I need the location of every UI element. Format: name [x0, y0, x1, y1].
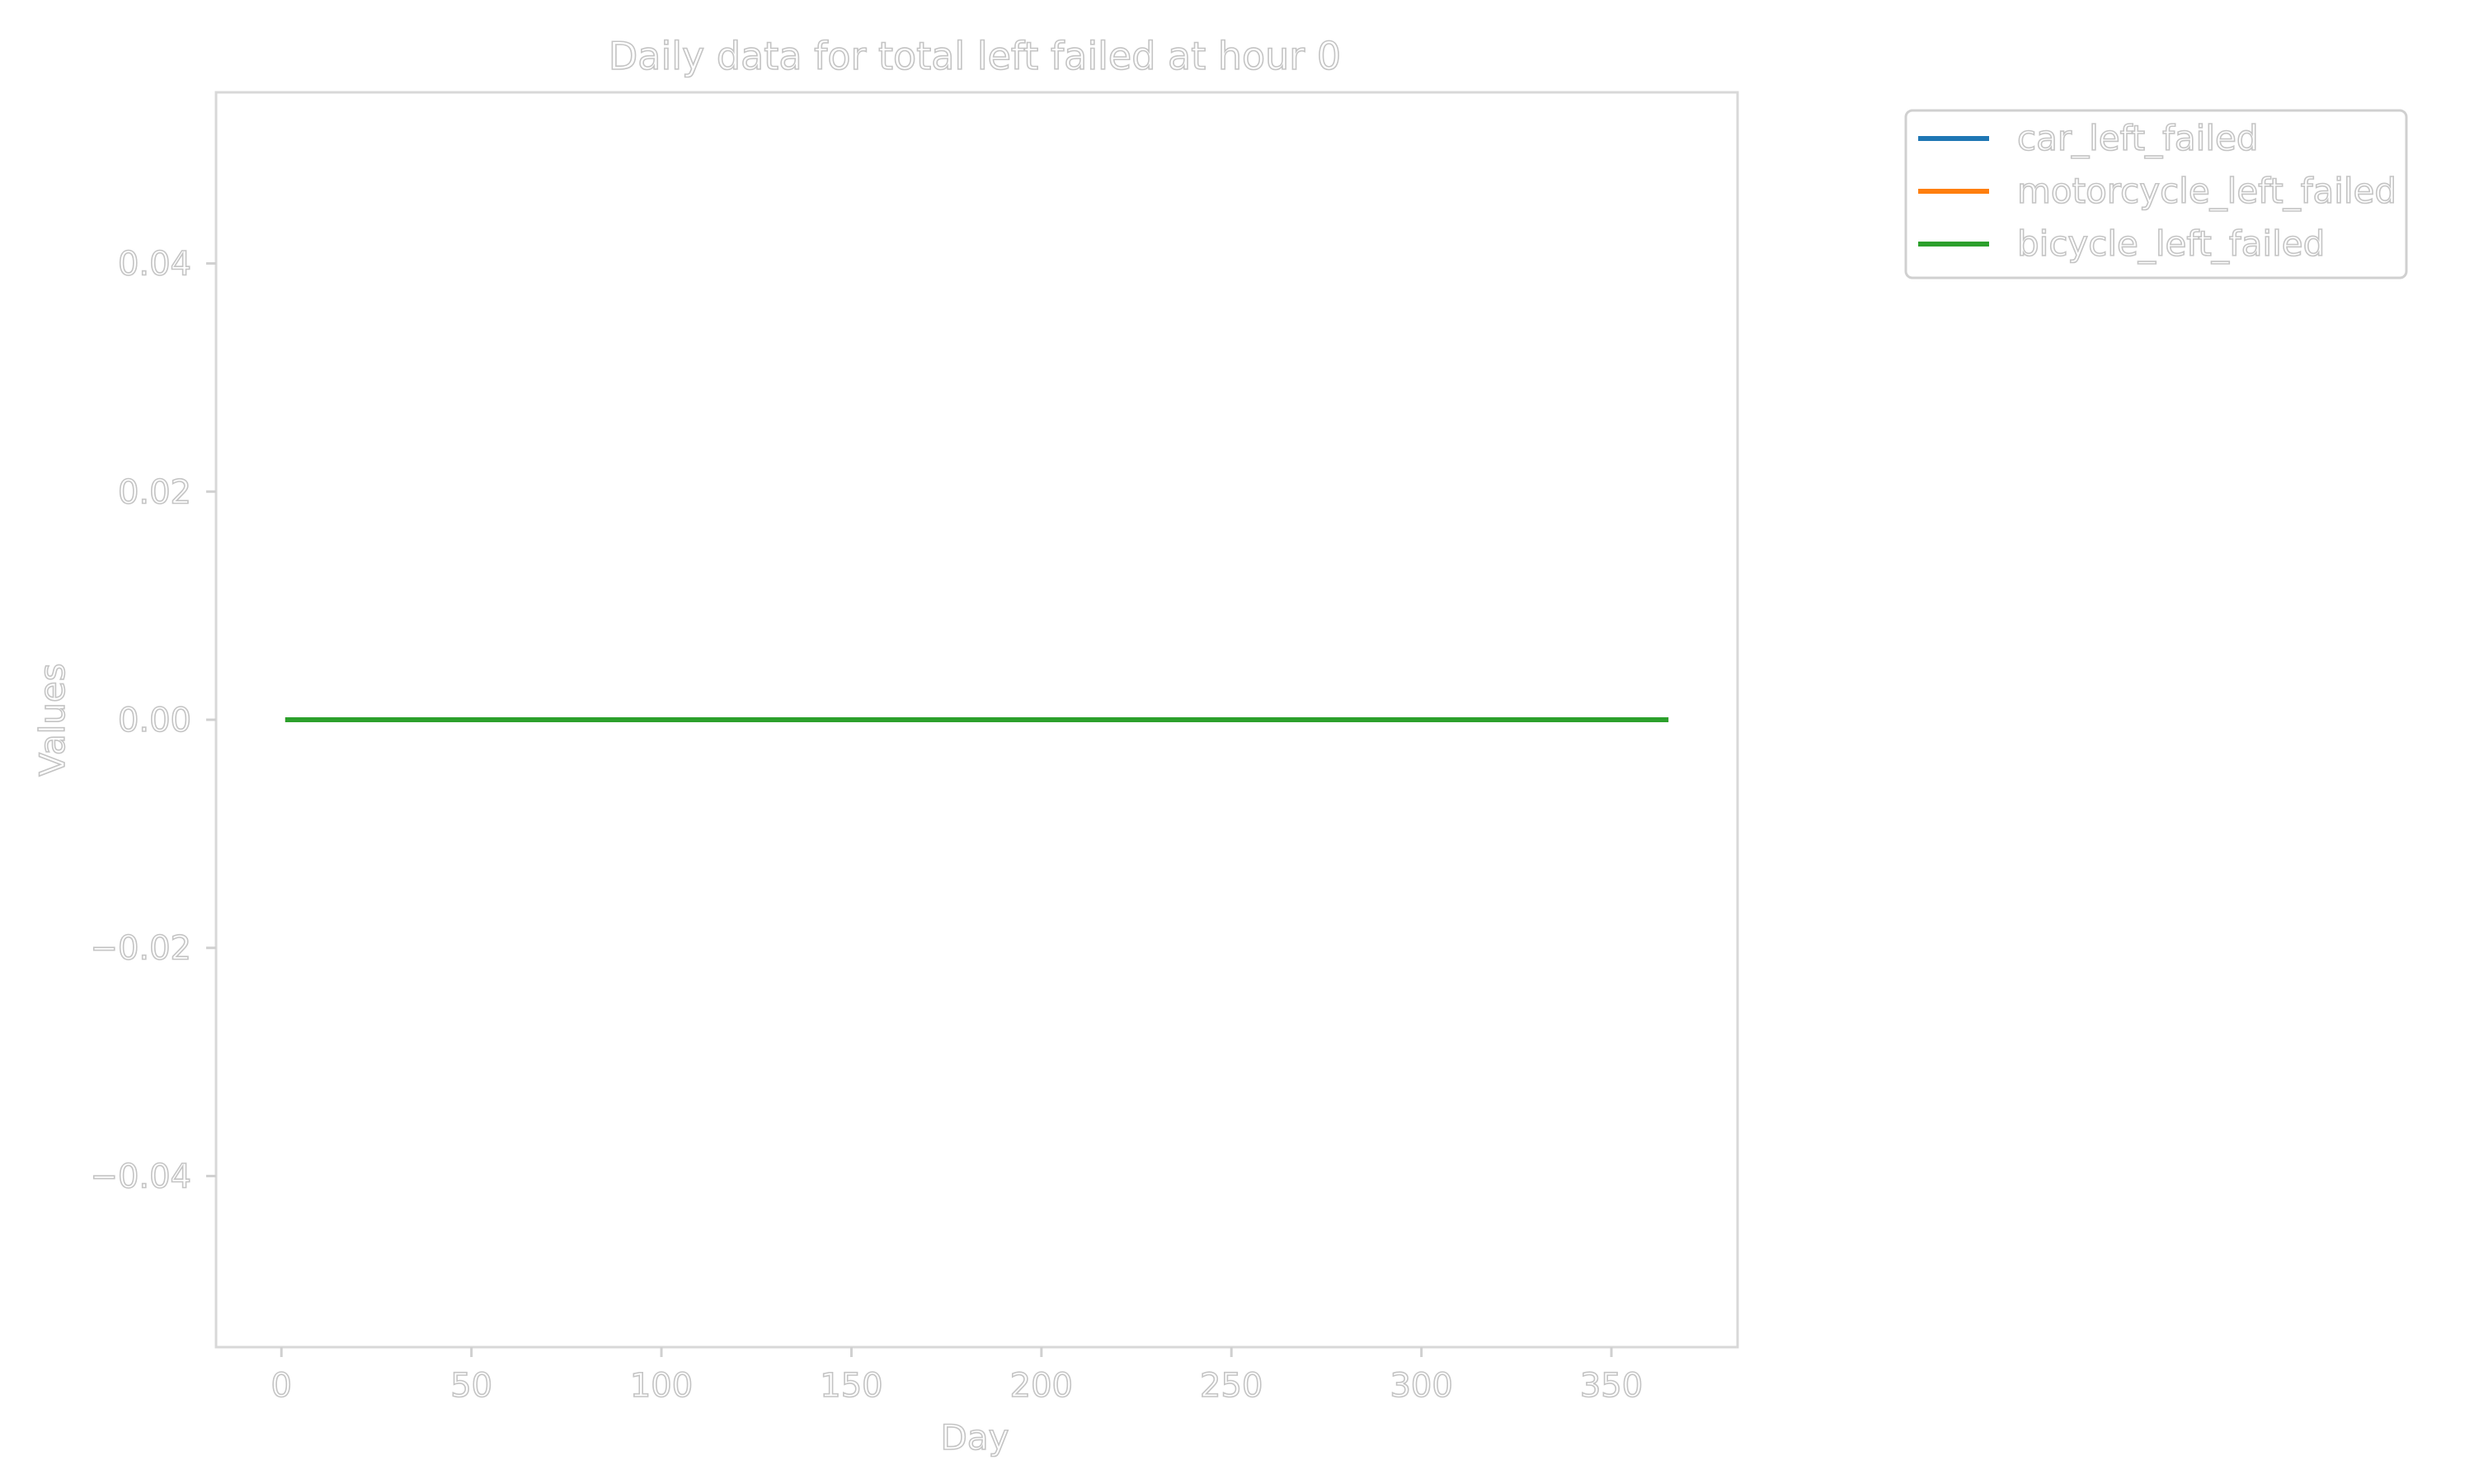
y-tick-label: 0.04 — [118, 246, 191, 284]
x-tick-label: 200 — [1010, 1367, 1073, 1405]
chart-title: Daily data for total left failed at hour… — [609, 34, 1341, 78]
y-tick-label: −0.02 — [90, 930, 191, 968]
x-tick-label: 100 — [630, 1367, 693, 1405]
legend-box — [1904, 109, 2408, 279]
legend-label: motorcycle_left_failed — [2017, 171, 2396, 211]
x-axis: 0 50 100 150 200 250 300 350 — [270, 1347, 1644, 1406]
y-axis: 0.04 0.02 0.00 −0.02 −0.04 — [90, 245, 216, 1196]
y-tick-label: 0.02 — [118, 473, 191, 511]
legend: car_left_failed motorcycle_left_failedbic… — [1904, 109, 2408, 279]
x-tick-label: 150 — [820, 1367, 882, 1405]
x-axis-title: Day — [941, 1417, 1009, 1458]
x-tick-label: 350 — [1580, 1367, 1643, 1405]
legend-label: car_left_failed — [2017, 118, 2258, 158]
x-tick-label: 50 — [450, 1367, 492, 1405]
x-tick-label: 250 — [1200, 1367, 1263, 1405]
legend-label: bicycle_left_failed — [2017, 223, 2325, 264]
y-axis-title: Values — [32, 663, 73, 776]
x-tick-label: 0 — [271, 1367, 292, 1405]
y-tick-label: −0.04 — [90, 1158, 191, 1195]
x-tick-label: 300 — [1390, 1367, 1452, 1405]
y-tick-label: 0.00 — [118, 702, 191, 740]
